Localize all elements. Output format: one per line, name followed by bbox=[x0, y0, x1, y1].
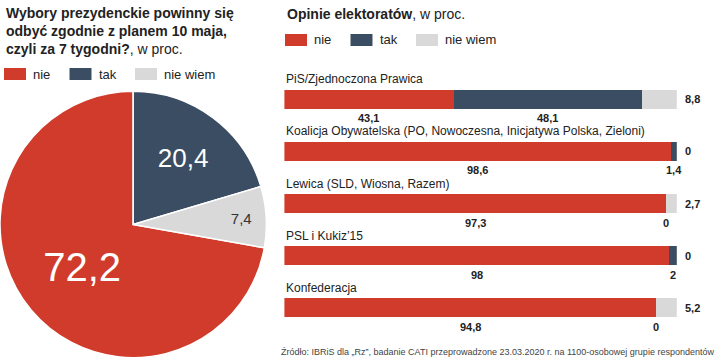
svg-text:98,6: 98,6 bbox=[467, 164, 488, 176]
svg-text:2: 2 bbox=[670, 269, 676, 281]
svg-text:72,2: 72,2 bbox=[43, 245, 121, 289]
svg-text:PiS/Zjednoczona Prawica: PiS/Zjednoczona Prawica bbox=[286, 72, 423, 86]
svg-text:Opinie elektoratów, w proc.: Opinie elektoratów, w proc. bbox=[287, 6, 465, 22]
svg-text:nie: nie bbox=[33, 67, 50, 82]
svg-text:tak: tak bbox=[380, 32, 398, 47]
svg-text:Konfederacja: Konfederacja bbox=[286, 281, 357, 295]
svg-text:0: 0 bbox=[685, 145, 691, 157]
svg-text:20,4: 20,4 bbox=[158, 143, 209, 173]
svg-text:tak: tak bbox=[99, 67, 117, 82]
svg-text:48,1: 48,1 bbox=[537, 112, 558, 124]
svg-text:8,8: 8,8 bbox=[685, 93, 700, 105]
svg-text:98: 98 bbox=[471, 269, 483, 281]
svg-text:0: 0 bbox=[653, 321, 659, 333]
svg-text:0: 0 bbox=[663, 217, 669, 229]
svg-text:nie wiem: nie wiem bbox=[445, 32, 496, 47]
svg-text:nie: nie bbox=[314, 32, 331, 47]
svg-text:2,7: 2,7 bbox=[685, 198, 700, 210]
svg-text:PSL i Kukiz’15: PSL i Kukiz’15 bbox=[286, 229, 363, 243]
svg-text:0: 0 bbox=[685, 250, 691, 262]
svg-text:7,4: 7,4 bbox=[231, 210, 252, 227]
svg-text:Lewica (SLD, Wiosna, Razem): Lewica (SLD, Wiosna, Razem) bbox=[286, 177, 449, 191]
svg-text:Koalicja Obywatelska (PO, Nowo: Koalicja Obywatelska (PO, Nowoczesna, In… bbox=[286, 124, 645, 138]
svg-text:43,1: 43,1 bbox=[358, 112, 379, 124]
svg-text:Źródło: IBRiS dla „Rz”, badani: Źródło: IBRiS dla „Rz”, badanie CATI prz… bbox=[281, 347, 714, 357]
svg-text:97,3: 97,3 bbox=[465, 217, 486, 229]
svg-text:1,4: 1,4 bbox=[666, 164, 682, 176]
svg-text:94,8: 94,8 bbox=[460, 321, 481, 333]
svg-text:5,2: 5,2 bbox=[685, 302, 700, 314]
svg-text:nie wiem: nie wiem bbox=[164, 67, 215, 82]
svg-text:Wybory prezydenckie powinny si: Wybory prezydenckie powinny sięodbyć zgo… bbox=[6, 5, 234, 57]
